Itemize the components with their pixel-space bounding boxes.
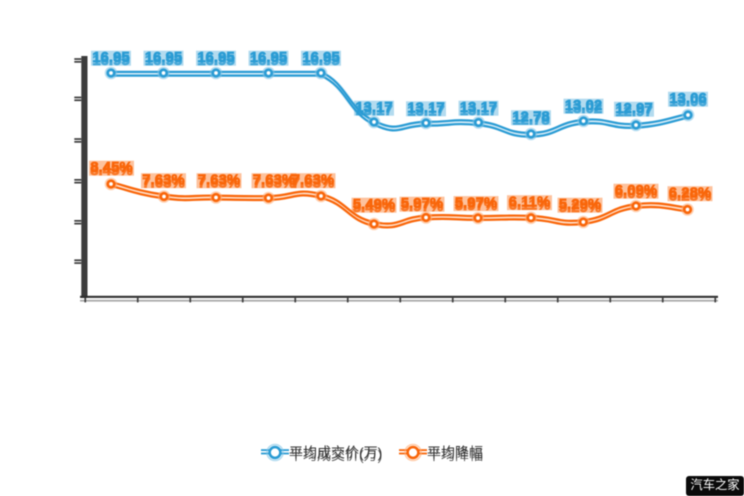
svg-text:13.06: 13.06 bbox=[669, 90, 707, 107]
svg-text:7.63%: 7.63% bbox=[253, 172, 296, 189]
svg-text:13.17: 13.17 bbox=[355, 102, 393, 119]
svg-text:13.17: 13.17 bbox=[407, 102, 445, 119]
svg-text:12.97: 12.97 bbox=[615, 100, 653, 117]
svg-text:16.95: 16.95 bbox=[92, 49, 130, 66]
svg-text:16.95: 16.95 bbox=[145, 49, 183, 66]
svg-text:6.11%: 6.11% bbox=[509, 194, 551, 211]
svg-text:5.49%: 5.49% bbox=[353, 199, 396, 216]
svg-text:8.45%: 8.45% bbox=[90, 159, 133, 176]
svg-text:平均降幅: 平均降幅 bbox=[427, 445, 483, 461]
svg-text:5.29%: 5.29% bbox=[559, 196, 602, 213]
svg-text:16.95: 16.95 bbox=[250, 52, 288, 69]
svg-text:平均成交价(万): 平均成交价(万) bbox=[289, 447, 382, 463]
svg-text:5.97%: 5.97% bbox=[455, 194, 498, 211]
svg-text:13.02: 13.02 bbox=[565, 97, 603, 114]
svg-text:16.95: 16.95 bbox=[302, 49, 340, 66]
svg-text:16.95: 16.95 bbox=[250, 49, 288, 66]
svg-text:13.17: 13.17 bbox=[460, 102, 498, 119]
svg-text:12.78: 12.78 bbox=[512, 111, 550, 128]
svg-text:13.17: 13.17 bbox=[407, 100, 445, 117]
svg-text:16.95: 16.95 bbox=[145, 52, 183, 69]
svg-text:6.28%: 6.28% bbox=[669, 185, 712, 202]
svg-text:7.63%: 7.63% bbox=[142, 174, 185, 191]
svg-text:16.95: 16.95 bbox=[92, 52, 130, 69]
svg-text:8.45%: 8.45% bbox=[90, 162, 133, 179]
svg-text:12.97: 12.97 bbox=[615, 103, 653, 120]
svg-text:平均降幅: 平均降幅 bbox=[427, 447, 483, 463]
svg-text:7.63%: 7.63% bbox=[292, 174, 335, 191]
svg-text:6.11%: 6.11% bbox=[509, 196, 551, 213]
svg-text:5.97%: 5.97% bbox=[455, 197, 498, 214]
svg-text:12.78: 12.78 bbox=[512, 109, 550, 126]
svg-text:5.49%: 5.49% bbox=[353, 196, 396, 213]
svg-text:16.95: 16.95 bbox=[302, 52, 340, 69]
svg-text:6.09%: 6.09% bbox=[615, 185, 658, 202]
svg-text:7.63%: 7.63% bbox=[292, 172, 335, 189]
svg-text:6.09%: 6.09% bbox=[615, 182, 658, 199]
svg-text:16.95: 16.95 bbox=[197, 52, 235, 69]
svg-text:5.29%: 5.29% bbox=[559, 199, 602, 216]
svg-text:16.95: 16.95 bbox=[197, 49, 235, 66]
svg-text:7.63%: 7.63% bbox=[253, 174, 296, 191]
svg-text:汽车之家: 汽车之家 bbox=[690, 477, 739, 492]
svg-text:13.06: 13.06 bbox=[669, 93, 707, 110]
svg-text:13.17: 13.17 bbox=[460, 99, 498, 116]
svg-text:13.17: 13.17 bbox=[355, 99, 393, 116]
svg-text:5.97%: 5.97% bbox=[401, 195, 444, 212]
svg-text:6.28%: 6.28% bbox=[669, 187, 712, 204]
svg-text:7.63%: 7.63% bbox=[198, 172, 241, 189]
svg-text:平均成交价(万): 平均成交价(万) bbox=[289, 445, 382, 461]
svg-text:7.63%: 7.63% bbox=[142, 172, 185, 189]
svg-text:13.02: 13.02 bbox=[565, 100, 603, 117]
svg-text:7.63%: 7.63% bbox=[198, 174, 241, 191]
svg-text:5.97%: 5.97% bbox=[401, 198, 444, 215]
